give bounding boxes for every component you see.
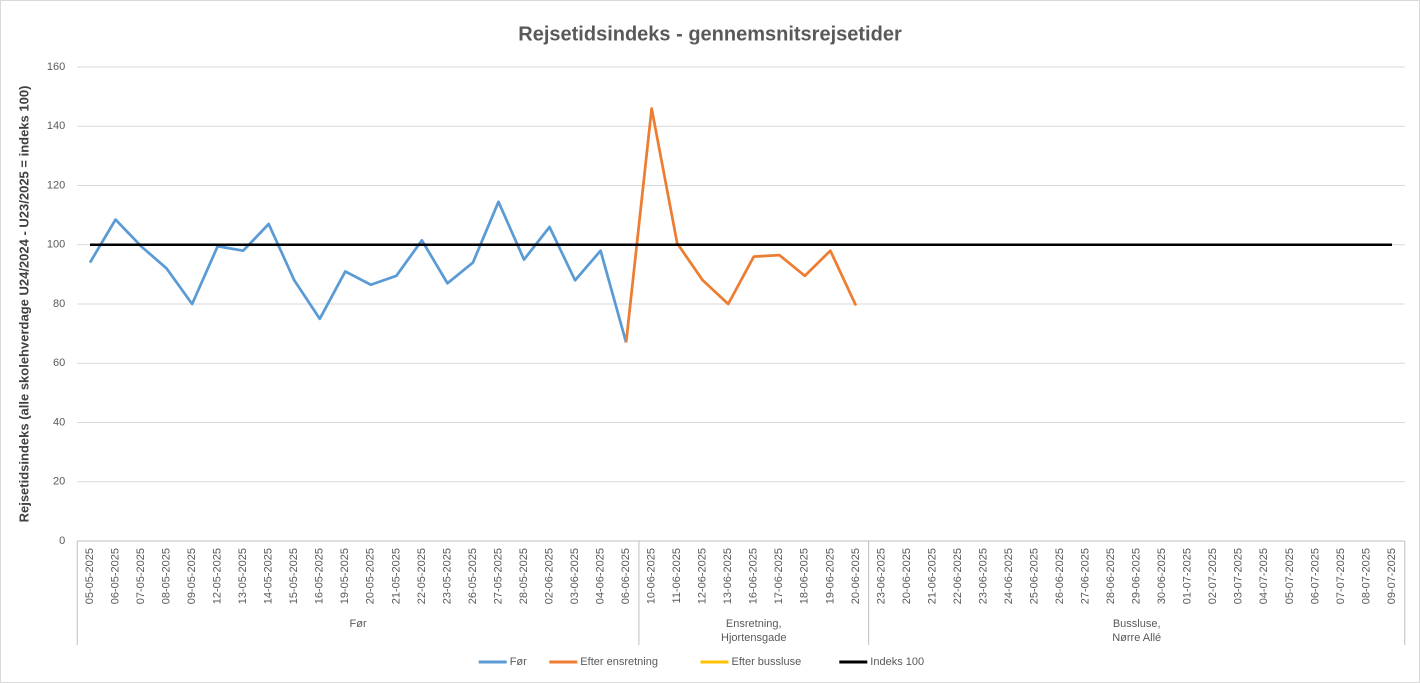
x-tick-label: 04-07-2025: [1258, 548, 1270, 604]
x-tick-label: 08-07-2025: [1360, 548, 1372, 604]
x-tick-label: 25-06-2025: [1028, 548, 1040, 604]
x-tick-label: 16-06-2025: [748, 548, 760, 604]
x-tick-label: 19-05-2025: [339, 548, 351, 604]
x-tick-label: 12-05-2025: [212, 548, 224, 604]
x-tick-label: 10-06-2025: [646, 548, 658, 604]
x-tick-label: 03-06-2025: [569, 548, 581, 604]
x-tick-label: 15-05-2025: [288, 548, 300, 604]
x-tick-label: 20-06-2025: [901, 548, 913, 604]
series-line: [624, 107, 858, 343]
x-tick-label: 29-06-2025: [1131, 548, 1143, 604]
x-tick-label: 22-06-2025: [952, 548, 964, 604]
x-tick-label: 19-06-2025: [824, 548, 836, 604]
x-tick-label: 18-06-2025: [799, 548, 811, 604]
y-tick-label: 160: [47, 61, 65, 73]
x-tick-label: 11-06-2025: [671, 548, 683, 603]
x-tick-label: 28-06-2025: [1105, 548, 1117, 604]
y-tick-label: 40: [53, 416, 65, 428]
x-tick-label: 20-06-2025: [850, 548, 862, 604]
y-tick-label: 120: [47, 179, 65, 191]
y-tick-label: 140: [47, 120, 65, 132]
x-tick-label: 06-06-2025: [620, 548, 632, 604]
x-tick-label: 03-07-2025: [1233, 548, 1245, 604]
legend-label: Efter ensretning: [580, 656, 658, 668]
legend-label: Før: [510, 656, 527, 668]
x-tick-label: 12-06-2025: [697, 548, 709, 604]
x-tick-label: 27-05-2025: [492, 548, 504, 604]
x-tick-label: 26-05-2025: [467, 548, 479, 604]
x-tick-label: 07-07-2025: [1335, 548, 1347, 604]
x-tick-label: 17-06-2025: [773, 548, 785, 604]
series-line: [88, 200, 628, 343]
x-tick-label: 02-06-2025: [543, 548, 555, 604]
x-tick-label: 21-05-2025: [390, 548, 402, 604]
x-tick-label: 08-05-2025: [161, 548, 173, 604]
x-tick-label: 09-05-2025: [186, 548, 198, 604]
x-tick-label: 30-06-2025: [1156, 548, 1168, 604]
x-tick-label: 04-06-2025: [594, 548, 606, 604]
x-tick-label: 13-06-2025: [722, 548, 734, 604]
y-tick-label: 20: [53, 476, 65, 488]
x-tick-label: 26-06-2025: [1054, 548, 1066, 604]
group-label: Bussluse, Nørre Allé: [1112, 618, 1162, 644]
legend-label: Indeks 100: [870, 656, 924, 668]
x-tick-label: 05-05-2025: [84, 548, 96, 604]
x-tick-label: 21-06-2025: [926, 548, 938, 604]
x-tick-label: 20-05-2025: [365, 548, 377, 604]
group-label: Før: [349, 618, 367, 630]
y-tick-label: 0: [59, 535, 65, 547]
x-tick-label: 07-05-2025: [135, 548, 147, 604]
x-tick-label: 23-06-2025: [977, 548, 989, 604]
x-tick-label: 23-05-2025: [441, 548, 453, 604]
x-tick-label: 05-07-2025: [1284, 548, 1296, 604]
x-tick-label: 14-05-2025: [263, 548, 275, 604]
legend-label: Efter bussluse: [732, 656, 802, 668]
x-tick-label: 27-06-2025: [1080, 548, 1092, 604]
group-label: Ensretning, Hjortensgade: [721, 618, 787, 644]
x-tick-label: 01-07-2025: [1182, 548, 1194, 604]
chart-title: Rejsetidsindeks - gennemsnitsrejsetider: [518, 23, 902, 45]
x-tick-label: 13-05-2025: [237, 548, 249, 604]
x-tick-label: 06-07-2025: [1309, 548, 1321, 604]
x-tick-label: 06-05-2025: [109, 548, 121, 604]
y-tick-label: 100: [47, 239, 65, 251]
x-tick-label: 23-06-2025: [875, 548, 887, 604]
x-tick-label: 09-07-2025: [1386, 548, 1398, 604]
x-tick-label: 28-05-2025: [518, 548, 530, 604]
y-axis-title: Rejsetidsindeks (alle skolehverdage U24/…: [16, 86, 31, 523]
y-tick-label: 60: [53, 357, 65, 369]
x-tick-label: 24-06-2025: [1003, 548, 1015, 604]
y-tick-label: 80: [53, 298, 65, 310]
x-tick-label: 02-07-2025: [1207, 548, 1219, 604]
x-tick-label: 16-05-2025: [314, 548, 326, 604]
x-tick-label: 22-05-2025: [416, 548, 428, 604]
